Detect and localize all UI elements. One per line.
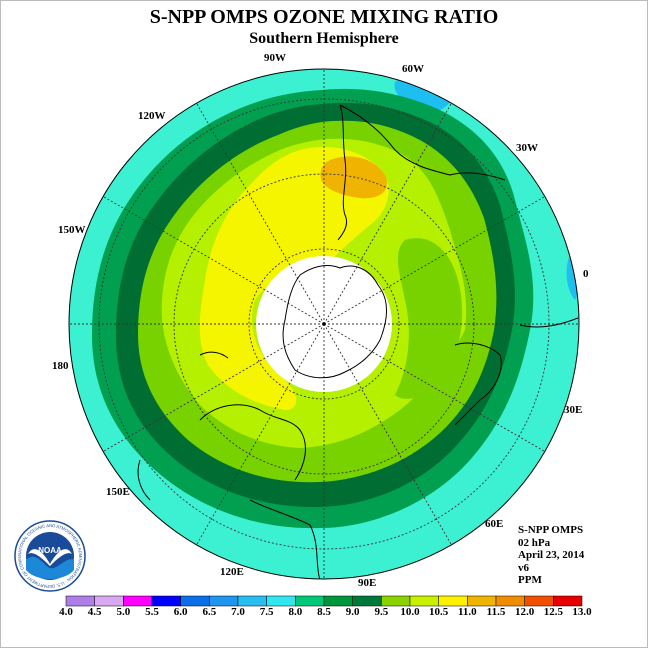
lon-label-90e: 90E: [358, 577, 377, 589]
colorbar-swatch: [352, 595, 382, 607]
lon-label-30w: 30W: [516, 142, 538, 154]
colorbar-tick-label: 8.5: [317, 606, 331, 618]
meridian-line: [382, 196, 546, 291]
colorbar-tick-label: 11.5: [486, 606, 506, 618]
lon-label-120w: 120W: [138, 110, 166, 122]
colorbar-swatch: [65, 595, 95, 607]
map-subtitle: Southern Hemisphere: [249, 30, 399, 47]
info-units: PPM: [518, 574, 542, 586]
info-version: v6: [518, 561, 529, 574]
lon-label-120e: 120E: [220, 566, 244, 578]
colorbar-swatch: [409, 595, 439, 607]
colorbar-tick-label: 5.0: [116, 606, 131, 618]
polar-ozone-map: [68, 68, 580, 580]
lon-label-150w: 150W: [58, 224, 86, 236]
meridian-line: [357, 382, 452, 546]
colorbar-tick-label: 4.5: [87, 606, 102, 618]
colorbar-tick-label: 11.0: [458, 606, 477, 618]
colorbar-tick-label: 9.0: [345, 606, 360, 618]
colorbar-tick-label: 12.5: [543, 606, 563, 618]
colorbar-tick-label: 4.0: [59, 606, 73, 618]
map-border: [68, 68, 580, 580]
meridian-line: [382, 357, 546, 452]
colorbar-tick-label: 7.5: [259, 606, 274, 618]
meridian-line: [102, 196, 266, 291]
lon-label-60e: 60E: [485, 518, 504, 530]
antarctica-coast: [282, 265, 387, 379]
colorbar-swatch: [180, 595, 210, 607]
noaa-logo-text: NOAA: [38, 546, 62, 555]
colorbar-tick-label: 6.5: [202, 606, 217, 618]
inner-meridian-line: [323, 289, 384, 325]
colorbar-tick-label: 12.0: [515, 606, 535, 618]
inner-meridian-line: [264, 323, 325, 359]
colorbar-tick-label: 5.5: [145, 606, 159, 618]
meridian-line: [102, 357, 266, 452]
lon-label-150e: 150E: [106, 486, 130, 498]
colorbar-swatch: [553, 595, 583, 607]
colorbar-swatch: [438, 595, 468, 607]
colorbar-tick-label: 10.0: [400, 606, 420, 618]
map-title: S-NPP OMPS OZONE MIXING RATIO: [149, 6, 499, 28]
colorbar-tick-label: 10.5: [429, 606, 449, 618]
colorbar-tick-label: 8.0: [288, 606, 303, 618]
inner-meridian-line: [323, 323, 359, 384]
inner-meridian-line: [264, 289, 325, 325]
lon-label-0: 0: [583, 268, 589, 280]
colorbar-tick-label: 7.0: [231, 606, 245, 618]
lon-label-180: 180: [52, 360, 69, 372]
inner-meridian-line: [289, 264, 325, 325]
colorbar-swatch: [524, 595, 554, 607]
lon-label-30e: 30E: [564, 404, 583, 416]
colorbar-swatch: [495, 595, 525, 607]
info-date: April 23, 2014: [518, 549, 585, 561]
colorbar-tick-label: 13.0: [572, 606, 592, 618]
meridians: [69, 69, 579, 579]
info-pressure: 02 hPa: [518, 536, 551, 549]
inner-meridian-line: [289, 323, 325, 384]
inner-meridian-line: [323, 264, 359, 325]
inner-meridian-line: [323, 323, 384, 359]
south-pole-marker: [322, 322, 326, 326]
meridian-line: [357, 102, 452, 266]
colorbar-swatch: [237, 595, 267, 607]
colorbar-swatch: [209, 595, 239, 607]
info-instrument: S-NPP OMPS: [518, 524, 584, 536]
info-block: S-NPP OMPS 02 hPa April 23, 2014 v6 PPM: [518, 524, 584, 587]
colorbar-swatch: [123, 595, 153, 607]
meridian-line: [196, 102, 291, 266]
lon-label-60w: 60W: [402, 63, 424, 75]
colorbar-swatch: [151, 595, 181, 607]
colorbar-tick-label: 9.5: [374, 606, 389, 618]
inner-meridians: [256, 256, 392, 392]
meridian-line: [196, 382, 291, 546]
colorbar-swatch: [381, 595, 411, 607]
colorbar-swatch: [94, 595, 124, 607]
colorbar-swatch: [323, 595, 353, 607]
colorbar-swatch: [467, 595, 497, 607]
colorbar-tick-label: 6.0: [173, 606, 188, 618]
colorbar-swatch: [266, 595, 296, 607]
band-9-9-5-intrusion: [395, 238, 463, 399]
noaa-logo: NOAA NATIONAL OCEANIC AND ATMOSPHERIC AD…: [14, 520, 86, 592]
colorbar-swatch: [295, 595, 325, 607]
lon-label-90w: 90W: [264, 52, 286, 64]
core-10-10-5: [199, 146, 389, 410]
